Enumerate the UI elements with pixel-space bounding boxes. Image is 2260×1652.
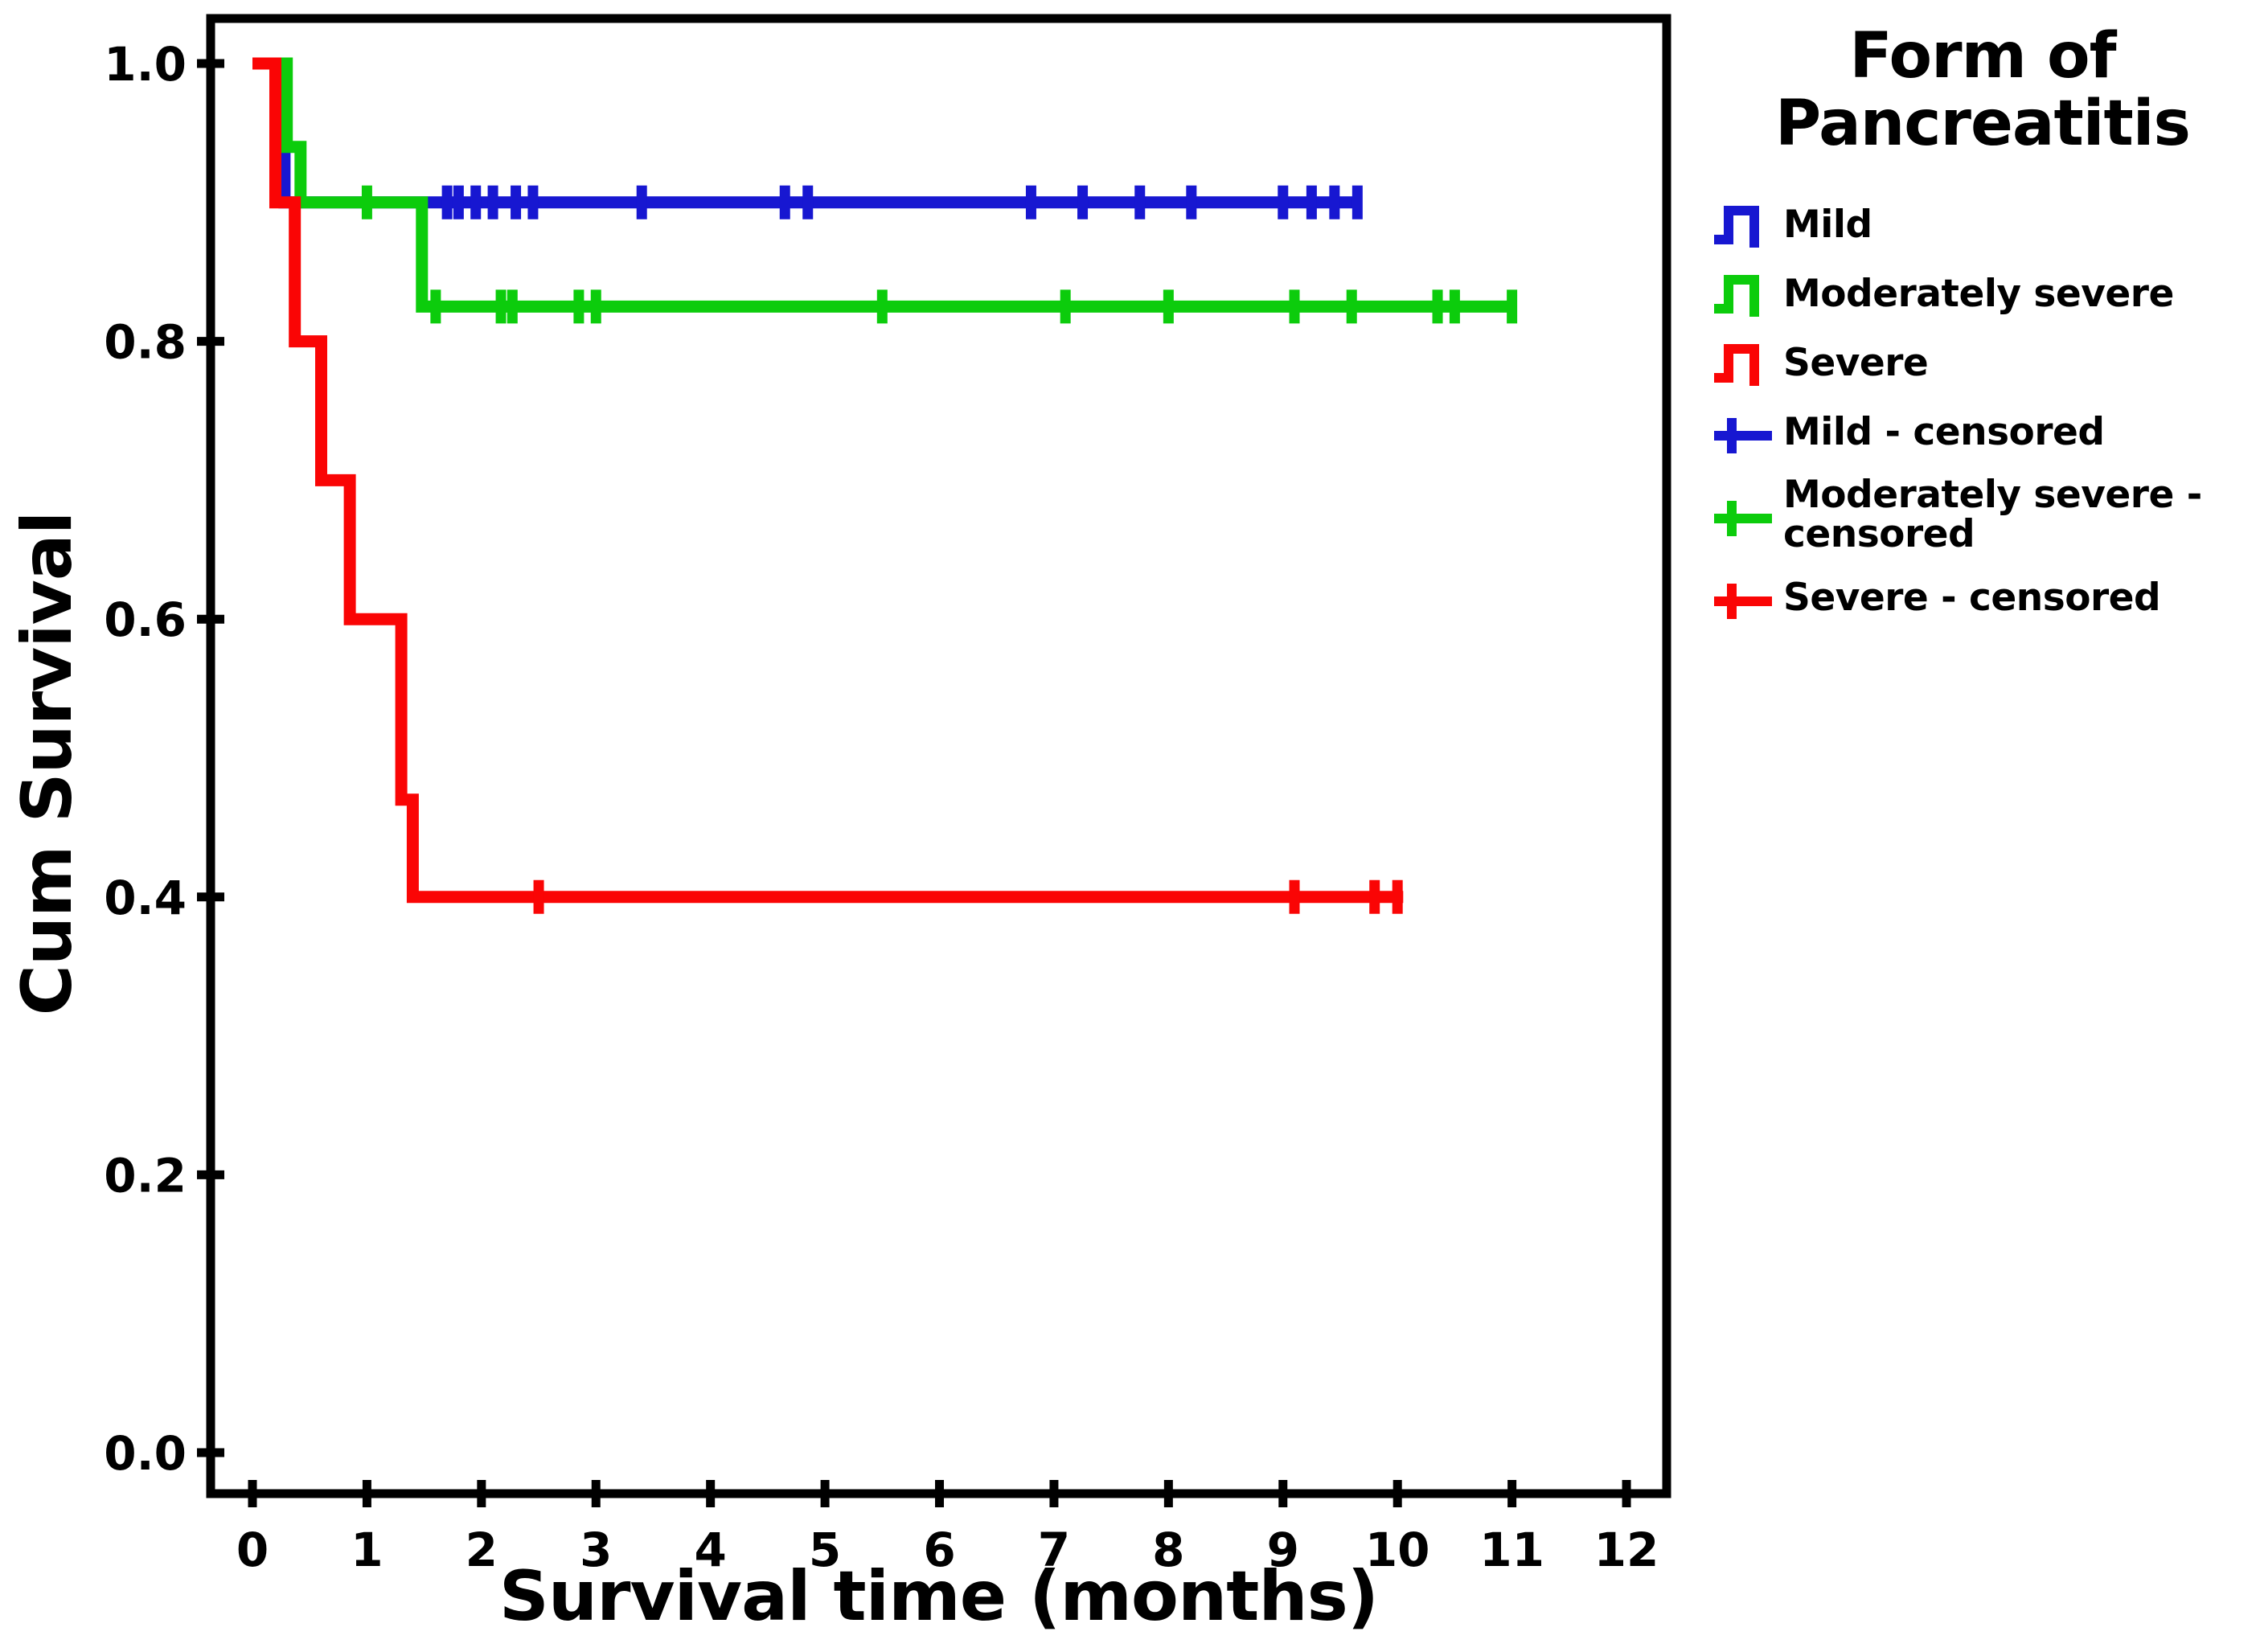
legend-item-moderately-severe: Moderately severe bbox=[1712, 269, 2253, 320]
x-tick-label: 2 bbox=[466, 1523, 498, 1577]
censored-plus-icon-moderately-severe-censored bbox=[1714, 501, 1772, 537]
x-tick-label: 7 bbox=[1038, 1523, 1070, 1577]
x-tick-label: 0 bbox=[236, 1523, 269, 1577]
curve-severe bbox=[252, 57, 1404, 904]
y-tick-label: 0.6 bbox=[104, 592, 187, 647]
x-tick-label: 4 bbox=[695, 1523, 727, 1577]
x-axis-label: Survival time (months) bbox=[499, 1556, 1378, 1637]
x-tick-label: 8 bbox=[1152, 1523, 1184, 1577]
y-tick-label: 0.4 bbox=[104, 871, 187, 925]
legend-item-label: Mild bbox=[1783, 203, 1872, 248]
y-tick-label: 0.2 bbox=[104, 1148, 187, 1203]
y-tick-label: 1.0 bbox=[104, 37, 187, 92]
step-line-icon-mild bbox=[1714, 206, 1759, 248]
legend-item-mild-censored: Mild - censored bbox=[1712, 407, 2253, 458]
x-tick-label: 10 bbox=[1365, 1523, 1430, 1577]
censored-plus-icon-mild-censored bbox=[1714, 418, 1772, 454]
legend-item-severe: Severe bbox=[1712, 338, 2253, 389]
legend-item-severe-censored: Severe - censored bbox=[1712, 572, 2253, 624]
step-line-icon-severe bbox=[1714, 344, 1759, 387]
plot-frame bbox=[206, 14, 1671, 1498]
x-tick-label: 9 bbox=[1267, 1523, 1299, 1577]
legend-item-moderately-severe-censored: Moderately severe - censored bbox=[1712, 476, 2253, 555]
legend-item-label: Moderately severe bbox=[1783, 272, 2174, 317]
curve-mild bbox=[252, 57, 1358, 209]
x-tick-label: 6 bbox=[923, 1523, 955, 1577]
legend-item-mild: Mild bbox=[1712, 199, 2253, 251]
curve-moderately-severe bbox=[252, 57, 1512, 313]
x-tick-label: 3 bbox=[580, 1523, 612, 1577]
y-axis-label: Cum Survival bbox=[7, 512, 88, 1016]
legend-items: Mild Moderately severe Severe Mild - censor… bbox=[1712, 199, 2253, 624]
y-tick-label: 0.8 bbox=[104, 315, 187, 370]
censored-plus-icon-severe-censored bbox=[1714, 584, 1772, 620]
y-tick-label: 0.0 bbox=[104, 1426, 187, 1481]
legend-title: Form of Pancreatitis bbox=[1775, 20, 2191, 161]
legend-item-label: Severe bbox=[1783, 341, 1929, 386]
x-tick-label: 5 bbox=[809, 1523, 841, 1577]
legend: Form of Pancreatitis Mild Moderately seve… bbox=[1712, 23, 2253, 642]
x-tick-label: 1 bbox=[351, 1523, 383, 1577]
legend-item-label: Mild - censored bbox=[1783, 410, 2105, 455]
legend-item-label: Severe - censored bbox=[1783, 575, 2161, 620]
x-tick-label: 12 bbox=[1594, 1523, 1659, 1577]
legend-item-label: Moderately severe - censored bbox=[1783, 473, 2202, 557]
x-tick-label: 11 bbox=[1479, 1523, 1544, 1577]
step-line-icon-moderately-severe bbox=[1714, 275, 1759, 318]
